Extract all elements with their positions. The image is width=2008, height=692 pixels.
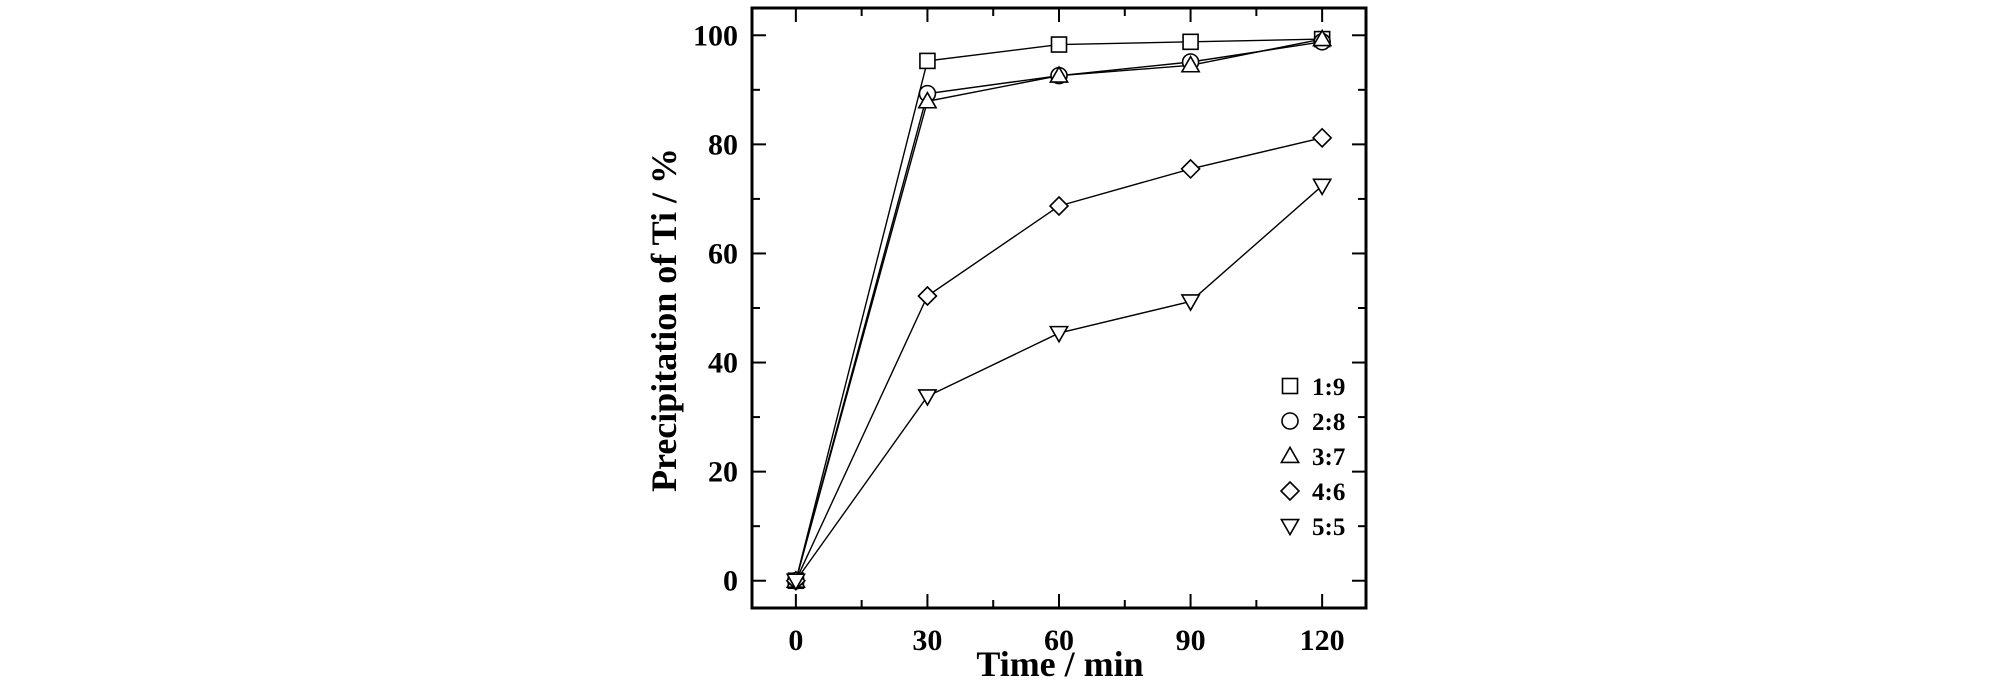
legend-marker-1-9 bbox=[1281, 377, 1299, 395]
data-point-5-5 bbox=[1180, 294, 1201, 312]
legend-marker-4-6 bbox=[1279, 480, 1301, 502]
y-tick-label: 40 bbox=[708, 347, 738, 380]
x-tick-label: 60 bbox=[1044, 624, 1074, 657]
series-line-2-8 bbox=[795, 41, 1323, 581]
x-tick-label: 30 bbox=[912, 624, 942, 657]
x-tick-label: 120 bbox=[1300, 624, 1345, 657]
x-tick-label: 0 bbox=[788, 624, 803, 657]
legend-label-1-9: 1:9 bbox=[1312, 374, 1345, 401]
data-point-3-7 bbox=[1180, 55, 1201, 73]
legend-label-4-6: 4:6 bbox=[1312, 479, 1345, 506]
data-point-3-7 bbox=[917, 91, 938, 109]
x-tick-label: 90 bbox=[1176, 624, 1206, 657]
data-point-1-9 bbox=[1050, 36, 1068, 53]
y-tick-label: 100 bbox=[693, 19, 738, 52]
series-line-3-7 bbox=[795, 38, 1323, 581]
data-point-5-5 bbox=[785, 573, 806, 591]
data-point-1-9 bbox=[919, 52, 936, 70]
x-axis-title: Time / min bbox=[976, 644, 1143, 684]
series-line-5-5 bbox=[795, 185, 1323, 582]
y-tick-label: 20 bbox=[708, 456, 738, 489]
legend-label-2-8: 2:8 bbox=[1312, 409, 1345, 436]
y-tick-label: 0 bbox=[723, 565, 738, 598]
y-axis-title: Precipitation of Ti / % bbox=[644, 148, 684, 492]
plot-frame bbox=[750, 6, 1368, 610]
data-point-4-6 bbox=[917, 285, 938, 307]
y-tick-label: 80 bbox=[708, 128, 738, 161]
data-point-4-6 bbox=[1312, 127, 1333, 148]
legend-marker-2-8 bbox=[1281, 412, 1299, 430]
data-point-1-9 bbox=[1182, 33, 1199, 51]
legend-label-3-7: 3:7 bbox=[1312, 444, 1345, 471]
data-point-5-5 bbox=[917, 389, 938, 407]
legend-marker-3-7 bbox=[1279, 445, 1301, 464]
data-point-3-7 bbox=[1048, 65, 1070, 83]
data-point-5-5 bbox=[1312, 178, 1333, 197]
data-point-5-5 bbox=[1048, 325, 1070, 344]
y-tick-label: 60 bbox=[708, 237, 738, 270]
data-point-3-7 bbox=[1312, 28, 1333, 47]
series-line-1-9 bbox=[795, 38, 1323, 581]
legend-marker-5-5 bbox=[1279, 518, 1301, 537]
legend-label-5-5: 5:5 bbox=[1312, 514, 1345, 541]
data-point-4-6 bbox=[1048, 195, 1070, 217]
data-point-4-6 bbox=[1180, 158, 1201, 180]
